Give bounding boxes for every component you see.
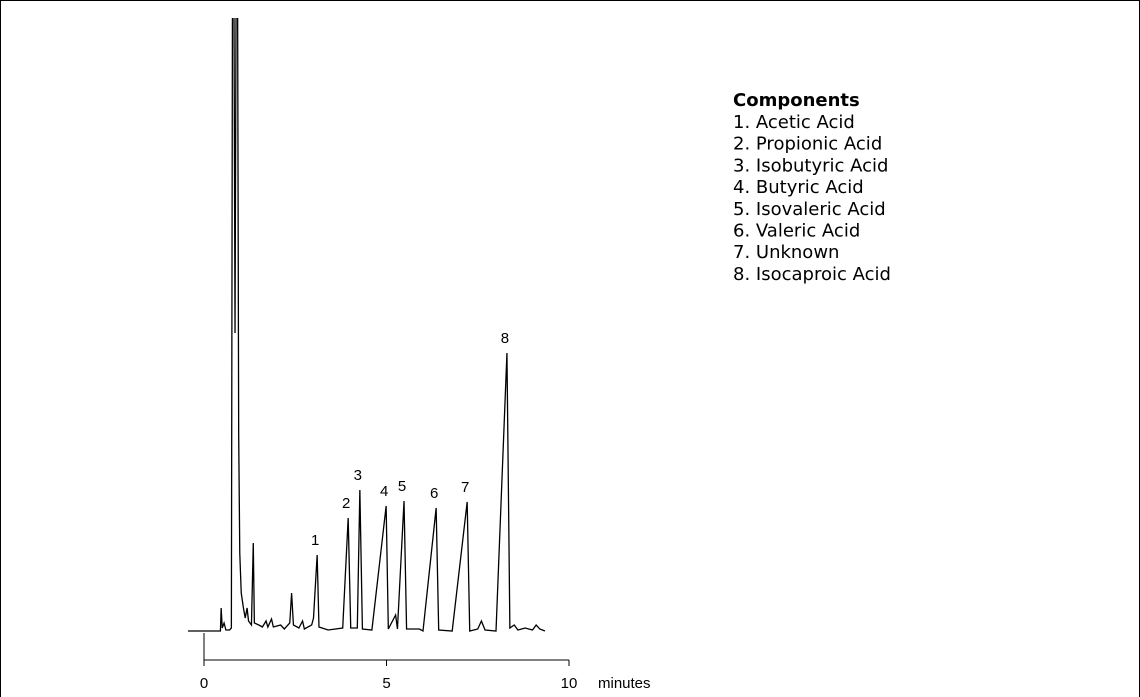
peak-label: 8: [501, 330, 509, 347]
x-tick-label: 0: [200, 675, 208, 692]
legend-title: Components: [733, 90, 860, 111]
peak-label: 7: [461, 479, 469, 496]
peak-label: 2: [342, 495, 350, 512]
peak-label: 3: [354, 467, 362, 484]
legend-item: 4. Butyric Acid: [733, 177, 864, 198]
x-tick-label: 5: [382, 675, 390, 692]
peak-label: 4: [380, 483, 388, 500]
x-axis-label: minutes: [598, 675, 651, 692]
legend-item: 1. Acetic Acid: [733, 112, 855, 133]
legend-item: 6. Valeric Acid: [733, 221, 860, 242]
trace: [187, 18, 546, 633]
legend-item: 8. Isocaproic Acid: [733, 264, 891, 285]
legend-item: 5. Isovaleric Acid: [733, 199, 886, 220]
legend-item: 7. Unknown: [733, 242, 839, 263]
peak-label: 1: [311, 532, 319, 549]
peak-label: 5: [398, 478, 406, 495]
legend-item: 3. Isobutyric Acid: [733, 155, 888, 176]
x-tick-label: 10: [561, 675, 578, 692]
peak-label: 6: [430, 485, 438, 502]
legend-item: 2. Propionic Acid: [733, 134, 882, 155]
